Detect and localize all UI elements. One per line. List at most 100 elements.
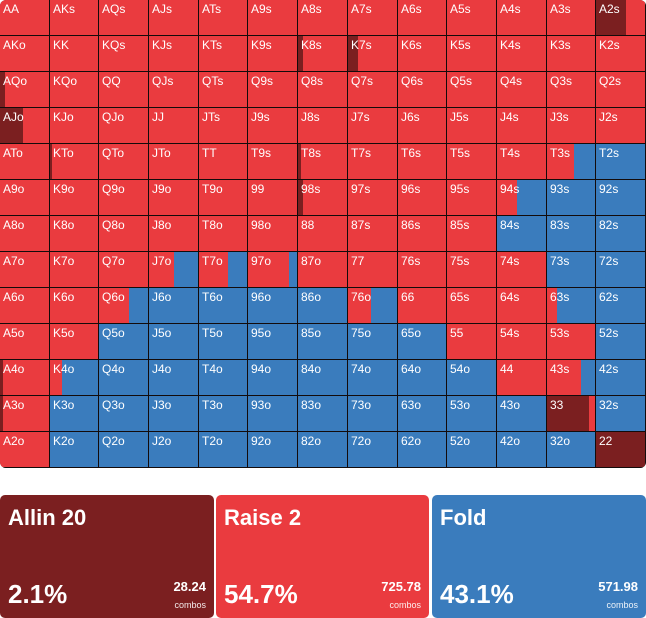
hand-cell-q3s[interactable]: Q3s (547, 72, 596, 108)
hand-cell-kjo[interactable]: KJo (50, 108, 99, 144)
hand-cell-j6o[interactable]: J6o (149, 288, 199, 324)
hand-cell-qto[interactable]: QTo (99, 144, 149, 180)
hand-cell-jts[interactable]: JTs (199, 108, 248, 144)
hand-cell-jj[interactable]: JJ (149, 108, 199, 144)
hand-cell-76s[interactable]: 76s (398, 252, 447, 288)
hand-cell-j6s[interactable]: J6s (398, 108, 447, 144)
hand-cell-93o[interactable]: 93o (248, 396, 298, 432)
hand-cell-k4s[interactable]: K4s (497, 36, 547, 72)
hand-cell-75s[interactable]: 75s (447, 252, 497, 288)
hand-cell-42s[interactable]: 42s (596, 360, 646, 396)
hand-cell-t4s[interactable]: T4s (497, 144, 547, 180)
hand-cell-q6o[interactable]: Q6o (99, 288, 149, 324)
hand-cell-q3o[interactable]: Q3o (99, 396, 149, 432)
hand-cell-43s[interactable]: 43s (547, 360, 596, 396)
hand-cell-83o[interactable]: 83o (298, 396, 348, 432)
hand-cell-93s[interactable]: 93s (547, 180, 596, 216)
hand-cell-55[interactable]: 55 (447, 324, 497, 360)
hand-cell-97s[interactable]: 97s (348, 180, 398, 216)
hand-cell-t7o[interactable]: T7o (199, 252, 248, 288)
hand-cell-a6o[interactable]: A6o (0, 288, 50, 324)
hand-cell-92s[interactable]: 92s (596, 180, 646, 216)
hand-cell-a2o[interactable]: A2o (0, 432, 50, 468)
hand-cell-t6s[interactable]: T6s (398, 144, 447, 180)
hand-cell-j3s[interactable]: J3s (547, 108, 596, 144)
hand-cell-94s[interactable]: 94s (497, 180, 547, 216)
hand-cell-j7s[interactable]: J7s (348, 108, 398, 144)
hand-cell-72s[interactable]: 72s (596, 252, 646, 288)
hand-cell-t8o[interactable]: T8o (199, 216, 248, 252)
hand-cell-99[interactable]: 99 (248, 180, 298, 216)
hand-cell-aqs[interactable]: AQs (99, 0, 149, 36)
hand-cell-t9o[interactable]: T9o (199, 180, 248, 216)
hand-cell-t9s[interactable]: T9s (248, 144, 298, 180)
hand-cell-t8s[interactable]: T8s (298, 144, 348, 180)
hand-cell-t4o[interactable]: T4o (199, 360, 248, 396)
hand-cell-52s[interactable]: 52s (596, 324, 646, 360)
hand-cell-k6o[interactable]: K6o (50, 288, 99, 324)
hand-cell-85s[interactable]: 85s (447, 216, 497, 252)
hand-cell-73o[interactable]: 73o (348, 396, 398, 432)
hand-cell-97o[interactable]: 97o (248, 252, 298, 288)
hand-cell-a4o[interactable]: A4o (0, 360, 50, 396)
hand-cell-62o[interactable]: 62o (398, 432, 447, 468)
hand-cell-k5s[interactable]: K5s (447, 36, 497, 72)
hand-cell-k3o[interactable]: K3o (50, 396, 99, 432)
hand-cell-k6s[interactable]: K6s (398, 36, 447, 72)
hand-cell-jto[interactable]: JTo (149, 144, 199, 180)
hand-cell-q7o[interactable]: Q7o (99, 252, 149, 288)
hand-cell-53o[interactable]: 53o (447, 396, 497, 432)
hand-cell-92o[interactable]: 92o (248, 432, 298, 468)
hand-cell-q8s[interactable]: Q8s (298, 72, 348, 108)
hand-cell-aks[interactable]: AKs (50, 0, 99, 36)
hand-cell-95o[interactable]: 95o (248, 324, 298, 360)
hand-cell-t5s[interactable]: T5s (447, 144, 497, 180)
hand-cell-j9s[interactable]: J9s (248, 108, 298, 144)
hand-cell-ajo[interactable]: AJo (0, 108, 50, 144)
hand-cell-j4o[interactable]: J4o (149, 360, 199, 396)
hand-cell-tt[interactable]: TT (199, 144, 248, 180)
hand-cell-a8o[interactable]: A8o (0, 216, 50, 252)
hand-cell-kjs[interactable]: KJs (149, 36, 199, 72)
hand-cell-98o[interactable]: 98o (248, 216, 298, 252)
hand-cell-q9s[interactable]: Q9s (248, 72, 298, 108)
hand-cell-kqs[interactable]: KQs (99, 36, 149, 72)
hand-cell-qts[interactable]: QTs (199, 72, 248, 108)
hand-cell-85o[interactable]: 85o (298, 324, 348, 360)
hand-cell-a4s[interactable]: A4s (497, 0, 547, 36)
hand-cell-j3o[interactable]: J3o (149, 396, 199, 432)
hand-cell-j2s[interactable]: J2s (596, 108, 646, 144)
hand-cell-j8o[interactable]: J8o (149, 216, 199, 252)
hand-cell-kqo[interactable]: KQo (50, 72, 99, 108)
hand-cell-54o[interactable]: 54o (447, 360, 497, 396)
hand-cell-aa[interactable]: AA (0, 0, 50, 36)
hand-cell-kk[interactable]: KK (50, 36, 99, 72)
hand-cell-43o[interactable]: 43o (497, 396, 547, 432)
hand-cell-ajs[interactable]: AJs (149, 0, 199, 36)
hand-cell-kts[interactable]: KTs (199, 36, 248, 72)
hand-cell-32o[interactable]: 32o (547, 432, 596, 468)
hand-cell-qjs[interactable]: QJs (149, 72, 199, 108)
allin-summary-panel[interactable]: Allin 20 2.1% 28.24 combos (0, 495, 214, 618)
hand-cell-66[interactable]: 66 (398, 288, 447, 324)
hand-cell-54s[interactable]: 54s (497, 324, 547, 360)
hand-cell-a5o[interactable]: A5o (0, 324, 50, 360)
hand-cell-k3s[interactable]: K3s (547, 36, 596, 72)
hand-cell-94o[interactable]: 94o (248, 360, 298, 396)
hand-cell-a9o[interactable]: A9o (0, 180, 50, 216)
hand-cell-q4s[interactable]: Q4s (497, 72, 547, 108)
hand-cell-k9s[interactable]: K9s (248, 36, 298, 72)
hand-cell-k8s[interactable]: K8s (298, 36, 348, 72)
hand-cell-77[interactable]: 77 (348, 252, 398, 288)
hand-cell-65o[interactable]: 65o (398, 324, 447, 360)
hand-cell-52o[interactable]: 52o (447, 432, 497, 468)
hand-cell-k9o[interactable]: K9o (50, 180, 99, 216)
hand-cell-q5o[interactable]: Q5o (99, 324, 149, 360)
hand-cell-84o[interactable]: 84o (298, 360, 348, 396)
hand-cell-k4o[interactable]: K4o (50, 360, 99, 396)
hand-cell-63s[interactable]: 63s (547, 288, 596, 324)
hand-cell-t3o[interactable]: T3o (199, 396, 248, 432)
hand-cell-72o[interactable]: 72o (348, 432, 398, 468)
hand-cell-73s[interactable]: 73s (547, 252, 596, 288)
hand-cell-65s[interactable]: 65s (447, 288, 497, 324)
